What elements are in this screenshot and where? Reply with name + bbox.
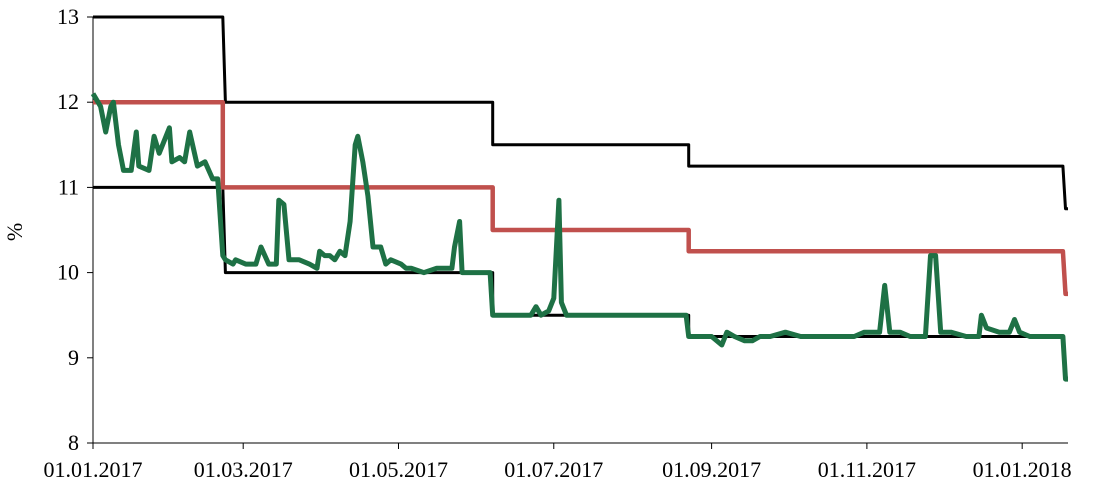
y-tick-label: 11 — [58, 174, 79, 199]
y-tick-label: 12 — [57, 89, 79, 114]
x-tick-label: 01.11.2017 — [818, 457, 916, 482]
x-tick-label: 01.01.2017 — [44, 457, 143, 482]
x-tick-label: 01.01.2018 — [973, 457, 1072, 482]
y-tick-label: 10 — [57, 260, 79, 285]
series-line — [93, 15, 1068, 211]
series-line — [93, 185, 1068, 381]
y-tick-label: 13 — [57, 4, 79, 29]
y-tick-label: 9 — [68, 345, 79, 370]
y-tick-label: 8 — [68, 430, 79, 455]
x-tick-label: 01.09.2017 — [662, 457, 761, 482]
y-axis-label: % — [2, 223, 27, 241]
x-tick-label: 01.03.2017 — [194, 457, 293, 482]
series-line — [93, 99, 1068, 297]
series-line — [90, 92, 1068, 382]
x-tick-label: 01.05.2017 — [349, 457, 448, 482]
x-tick-label: 01.07.2017 — [504, 457, 603, 482]
